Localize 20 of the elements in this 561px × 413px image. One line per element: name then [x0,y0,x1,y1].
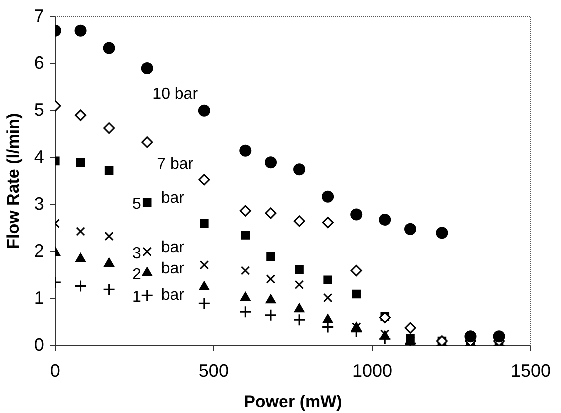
y-axis-title: Flow Rate (l/min) [4,113,23,250]
y-tick-label: 0 [34,334,44,355]
series-label: 10 bar [152,86,199,103]
y-tick-label: 6 [34,52,44,73]
y-tick-label: 3 [34,194,44,214]
text: 2 bar [132,260,184,284]
x-tick-label: 1500 [510,360,551,381]
text: 3 bar [132,239,184,262]
y-tick-label: 4 [34,146,44,167]
y-tick-label: 5 [34,100,44,120]
x-tick-label: 1000 [352,360,392,381]
x-tick-label: 0 [50,360,60,381]
y-tick-label: 7 [34,6,44,26]
text: 5 bar [132,190,184,213]
y-tick-label: 2 [34,240,44,261]
x-tick-label: 500 [198,360,229,381]
series-label: 7 bar [157,156,194,173]
x-axis-title: Power (mW) [244,392,342,412]
y-tick-label: 1 [34,288,44,308]
text: 1 bar [132,287,184,306]
